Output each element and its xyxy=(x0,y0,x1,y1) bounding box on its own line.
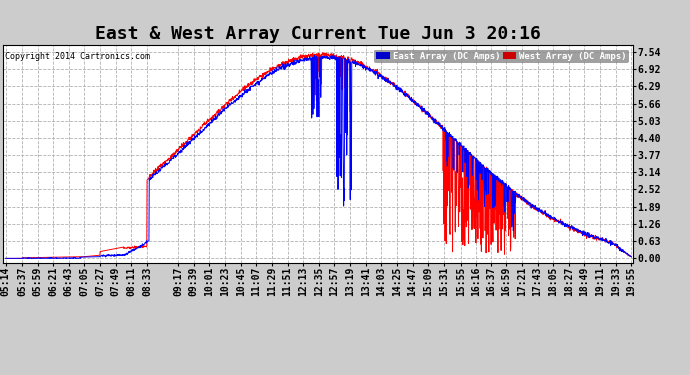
Legend: East Array (DC Amps), West Array (DC Amps): East Array (DC Amps), West Array (DC Amp… xyxy=(374,50,629,63)
Title: East & West Array Current Tue Jun 3 20:16: East & West Array Current Tue Jun 3 20:1… xyxy=(95,26,542,44)
Text: Copyright 2014 Cartronics.com: Copyright 2014 Cartronics.com xyxy=(5,51,150,60)
